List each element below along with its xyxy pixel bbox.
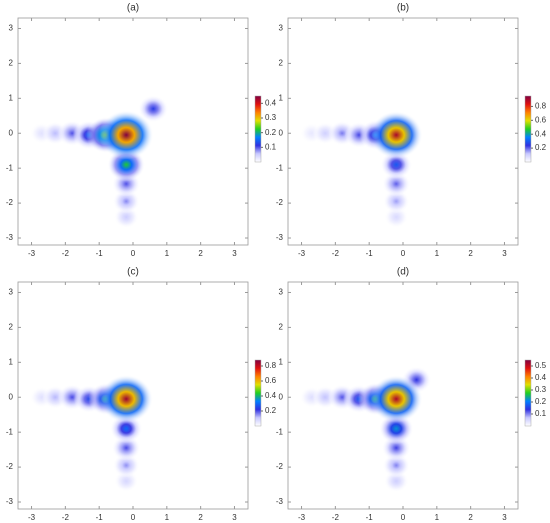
- colorbar-tick-label: 0.2: [535, 143, 547, 152]
- density-spot: [382, 171, 411, 197]
- x-tick-label: 2: [468, 513, 473, 522]
- y-tick-label: -2: [6, 462, 14, 471]
- y-tick-label: -2: [276, 462, 284, 471]
- colorbar-tick-label: 0.3: [265, 113, 277, 122]
- y-tick-label: 1: [279, 93, 284, 102]
- y-tick-label: 0: [279, 128, 284, 137]
- plot-area: [18, 18, 248, 245]
- colorbar: [254, 95, 262, 163]
- panel-title: (c): [127, 267, 139, 278]
- x-tick-label: 2: [198, 513, 203, 522]
- plot-area: [18, 282, 248, 509]
- colorbar: [524, 359, 532, 427]
- colorbar-tick-label: 0.8: [535, 102, 547, 111]
- x-tick-label: -3: [28, 513, 36, 522]
- y-tick-label: 1: [9, 357, 14, 366]
- colorbar: [524, 95, 532, 163]
- x-tick-label: -3: [298, 513, 306, 522]
- density-spot: [99, 374, 153, 424]
- x-tick-label: -1: [366, 249, 374, 258]
- y-tick-label: -1: [276, 427, 284, 436]
- x-tick-label: -1: [96, 513, 104, 522]
- colorbar-tick-label: 0.2: [265, 406, 277, 415]
- x-tick-label: 0: [131, 249, 136, 258]
- y-tick-label: -3: [276, 497, 284, 506]
- y-tick-label: 3: [279, 288, 284, 297]
- y-tick-label: -3: [276, 233, 284, 242]
- colorbar-tick-label: 0.5: [535, 361, 547, 370]
- y-tick-label: 0: [9, 128, 14, 137]
- colorbar-tick-label: 0.6: [535, 115, 547, 124]
- x-tick-label: 3: [502, 249, 507, 258]
- x-tick-label: -2: [62, 513, 70, 522]
- y-tick-label: 0: [279, 392, 284, 401]
- panel-title: (b): [397, 3, 409, 14]
- y-tick-label: 3: [9, 288, 14, 297]
- x-tick-label: -1: [366, 513, 374, 522]
- x-tick-label: 0: [401, 249, 406, 258]
- x-tick-label: -3: [28, 249, 36, 258]
- density-spot: [112, 189, 140, 214]
- y-tick-label: 1: [9, 93, 14, 102]
- y-tick-label: 2: [9, 59, 14, 68]
- colorbar-tick-label: 0.4: [535, 373, 547, 382]
- y-tick-label: -3: [6, 233, 14, 242]
- x-tick-label: 1: [165, 513, 170, 522]
- colorbar-tick-label: 0.4: [535, 129, 547, 138]
- y-tick-label: 2: [279, 323, 284, 332]
- y-tick-label: -1: [6, 163, 14, 172]
- y-tick-label: 2: [279, 59, 284, 68]
- x-tick-label: 1: [165, 249, 170, 258]
- x-tick-label: 0: [401, 513, 406, 522]
- plot-area: [288, 18, 518, 245]
- y-tick-label: -1: [276, 163, 284, 172]
- y-tick-label: -3: [6, 497, 14, 506]
- y-tick-label: 2: [9, 323, 14, 332]
- y-tick-label: -1: [6, 427, 14, 436]
- x-tick-label: 2: [468, 249, 473, 258]
- y-tick-label: -2: [6, 198, 14, 207]
- x-tick-label: 3: [232, 513, 237, 522]
- panel-title: (d): [397, 267, 409, 278]
- x-tick-label: -2: [332, 513, 340, 522]
- colorbar: [254, 359, 262, 427]
- x-tick-label: 3: [232, 249, 237, 258]
- x-tick-label: -3: [298, 249, 306, 258]
- colorbar-tick-label: 0.3: [535, 385, 547, 394]
- colorbar-tick-label: 0.8: [265, 361, 277, 370]
- colorbar-tick-label: 0.6: [265, 376, 277, 385]
- x-tick-label: -1: [96, 249, 104, 258]
- x-tick-label: 1: [435, 249, 440, 258]
- x-tick-label: -2: [62, 249, 70, 258]
- density-spot: [369, 111, 423, 159]
- colorbar-tick-label: 0.4: [265, 98, 277, 107]
- colorbar-tick-label: 0.2: [265, 128, 277, 137]
- y-tick-label: -2: [276, 198, 284, 207]
- y-tick-label: 3: [279, 24, 284, 33]
- panel-title: (a): [127, 3, 139, 14]
- density-spot: [138, 95, 169, 123]
- y-tick-label: 0: [9, 392, 14, 401]
- x-tick-label: 3: [502, 513, 507, 522]
- plot-area: [288, 282, 518, 509]
- x-tick-label: 1: [435, 513, 440, 522]
- colorbar-tick-label: 0.1: [265, 142, 277, 151]
- x-tick-label: 0: [131, 513, 136, 522]
- colorbar-tick-label: 0.4: [265, 391, 277, 400]
- density-spot: [369, 375, 423, 423]
- colorbar-tick-label: 0.1: [535, 409, 547, 418]
- y-tick-label: 3: [9, 24, 14, 33]
- density-spot: [383, 189, 410, 214]
- colorbar-tick-label: 0.2: [535, 397, 547, 406]
- density-spot: [98, 110, 154, 160]
- x-tick-label: -2: [332, 249, 340, 258]
- x-tick-label: 2: [198, 249, 203, 258]
- y-tick-label: 1: [279, 357, 284, 366]
